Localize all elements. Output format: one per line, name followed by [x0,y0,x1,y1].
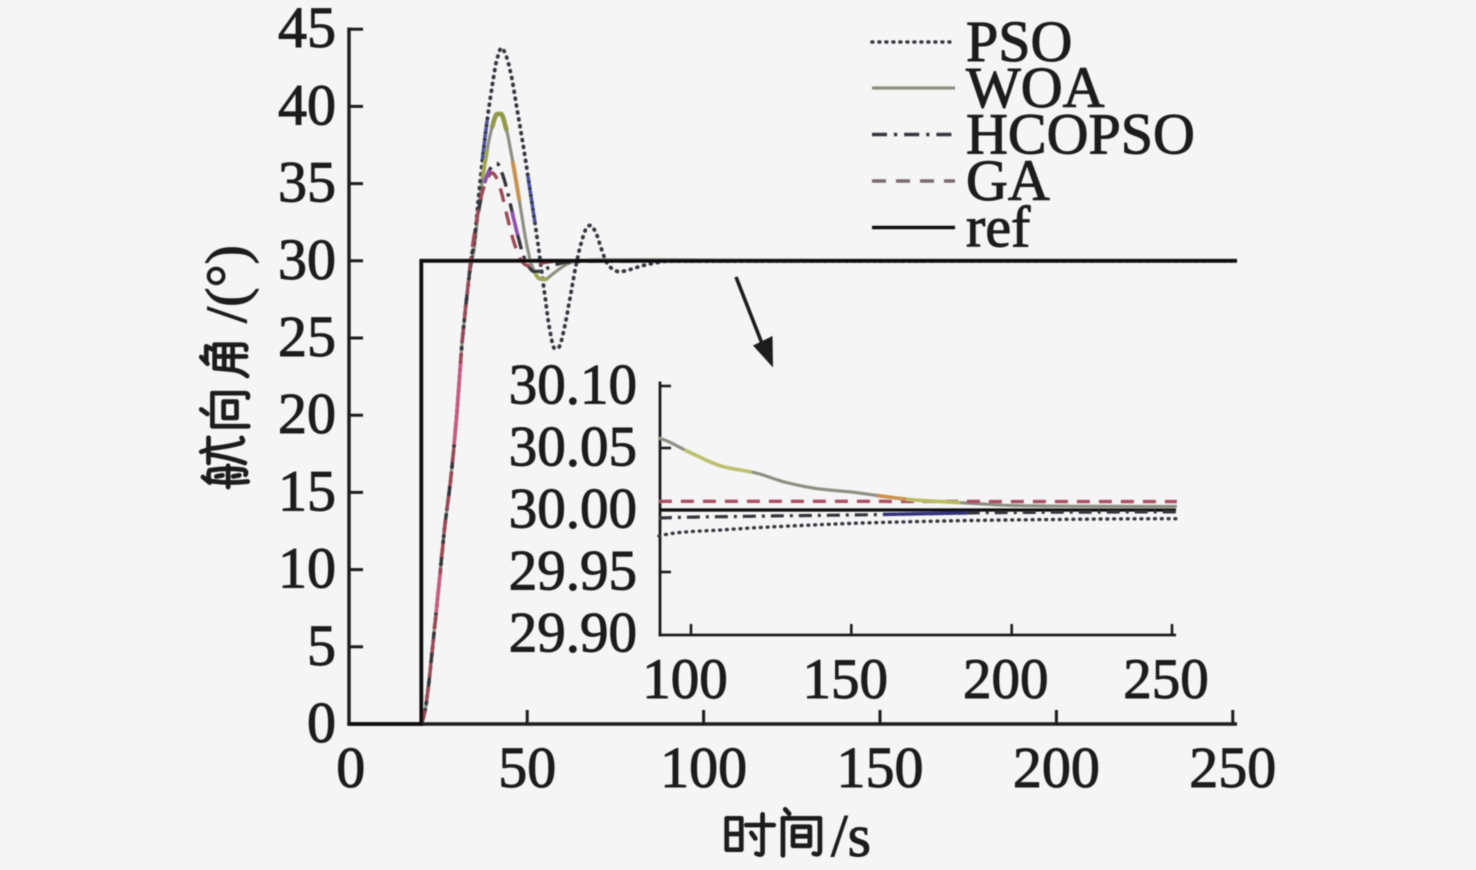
svg-text:20: 20 [278,381,336,446]
svg-text:200: 200 [963,648,1049,711]
svg-text:100: 100 [642,648,728,711]
svg-text:0: 0 [336,735,365,800]
svg-text:250: 250 [1189,735,1276,800]
svg-text:45: 45 [278,0,336,60]
svg-text:ref: ref [966,195,1031,260]
svg-text:10: 10 [278,536,336,601]
svg-text:50: 50 [498,735,556,800]
svg-text:29.95: 29.95 [509,540,637,603]
svg-text:GA: GA [966,148,1050,213]
svg-text:150: 150 [837,735,924,800]
svg-text:PSO: PSO [966,9,1072,74]
svg-text:29.90: 29.90 [509,602,637,665]
svg-text:WOA: WOA [966,55,1105,120]
svg-text:0: 0 [307,690,336,755]
svg-text:100: 100 [660,735,747,800]
svg-text:/(°): /(°) [194,245,259,323]
svg-text:5: 5 [307,613,336,678]
svg-text:200: 200 [1013,735,1100,800]
svg-text:250: 250 [1123,648,1209,711]
svg-text:15: 15 [278,458,336,523]
svg-text:/s: /s [831,803,871,869]
svg-text:HCOPSO: HCOPSO [966,102,1195,167]
svg-text:25: 25 [278,304,336,369]
svg-text:35: 35 [278,150,336,215]
svg-text:30.05: 30.05 [509,416,637,479]
svg-text:30.00: 30.00 [509,478,637,541]
svg-text:150: 150 [803,648,889,711]
svg-text:40: 40 [278,72,336,137]
svg-text:30: 30 [278,227,336,292]
svg-text:30.10: 30.10 [509,354,637,417]
